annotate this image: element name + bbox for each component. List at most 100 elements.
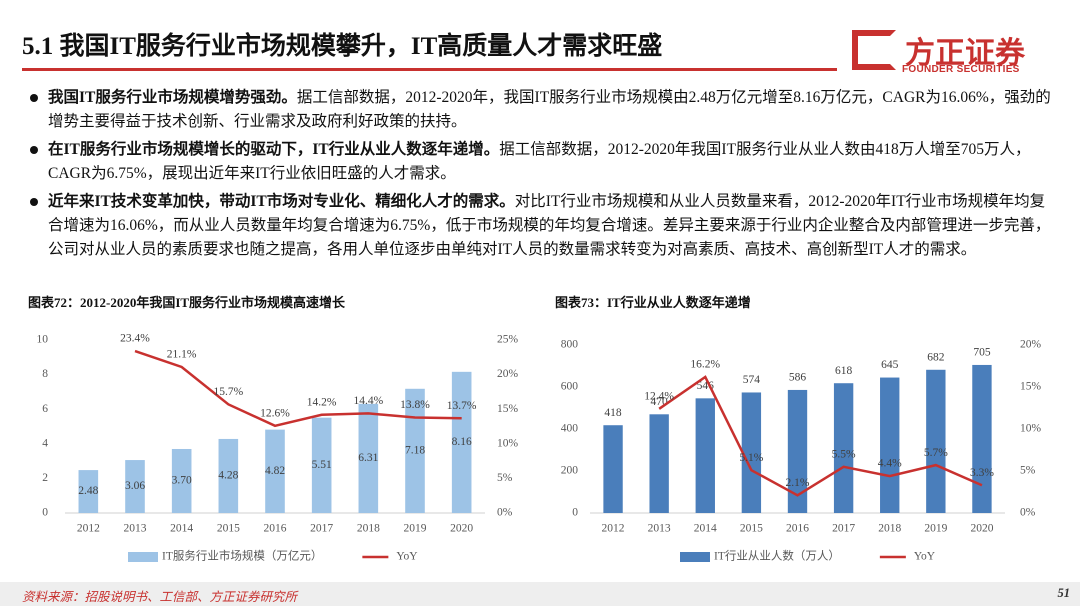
legend-label: YoY — [914, 551, 936, 563]
bullet-text: 对比IT行业市场规模和从业人员数量来看，2012-2020年IT行业市场规模年均… — [48, 193, 1051, 258]
source: 资料来源：招股说明书、工信部、方正证券研究所 — [22, 590, 298, 604]
logo-mark — [852, 30, 896, 70]
bar — [311, 417, 332, 513]
bar-label: 4.82 — [265, 465, 285, 477]
x-tick-label: 2020 — [970, 523, 993, 535]
legend-label: IT行业从业人数（万人） — [714, 549, 840, 563]
y-tick-label: 600 — [561, 381, 579, 393]
bar — [649, 414, 669, 513]
x-tick-label: 2013 — [648, 523, 671, 535]
bar — [218, 438, 239, 513]
y2-tick-label: 15% — [497, 403, 519, 415]
title-rule — [22, 68, 837, 71]
x-tick-label: 2016 — [264, 523, 287, 535]
y2-tick-label: 20% — [497, 368, 519, 380]
y-tick-label: 6 — [42, 403, 48, 415]
x-tick-label: 2015 — [740, 523, 763, 535]
footer-band — [0, 582, 1080, 606]
line-label: 5.5% — [832, 448, 856, 460]
x-tick-label: 2013 — [124, 523, 147, 535]
x-tick-label: 2014 — [694, 523, 717, 535]
x-tick-label: 2014 — [170, 523, 193, 535]
y2-tick-label: 5% — [1020, 465, 1036, 477]
page-number: 51 — [1057, 586, 1071, 600]
bar-label: 618 — [835, 365, 853, 377]
chart-title: 图表73：IT行业从业人数逐年递增 — [555, 295, 751, 310]
line-label: 16.2% — [690, 359, 720, 371]
y-tick-label: 10 — [37, 334, 49, 346]
line-label: 13.8% — [400, 399, 430, 411]
bar-label: 3.06 — [125, 480, 145, 492]
bullet-lead: 在IT服务行业市场规模增长的驱动下，IT行业从业人数逐年递增。 — [48, 141, 500, 158]
bar — [972, 364, 992, 513]
bar — [78, 470, 99, 513]
bar — [358, 403, 379, 513]
line-label: 3.3% — [970, 467, 994, 479]
line-label: 5.1% — [739, 452, 763, 464]
x-tick-label: 2012 — [77, 523, 100, 535]
line-label: 5.7% — [924, 447, 948, 459]
bar — [741, 392, 762, 513]
y-tick-label: 0 — [42, 507, 48, 519]
bar — [787, 389, 808, 513]
y-tick-label: 8 — [42, 368, 48, 380]
x-tick-label: 2019 — [404, 523, 427, 535]
bullet-lead: 我国IT服务行业市场规模增势强劲。 — [48, 89, 297, 106]
bar — [451, 371, 472, 513]
bullet-lead: 近年来IT技术变革加快，带动IT市场对专业化、精细化人才的需求。 — [48, 193, 515, 210]
bar-label: 2.48 — [78, 485, 98, 497]
line-label: 4.4% — [878, 458, 902, 470]
x-tick-label: 2015 — [217, 523, 240, 535]
bar — [926, 369, 946, 513]
y-tick-label: 200 — [561, 465, 579, 477]
logo-sub: FOUNDER SECURITIES — [902, 64, 1020, 75]
line-label: 23.4% — [120, 333, 150, 345]
bar — [695, 398, 715, 513]
bar — [833, 383, 854, 513]
bullet-text: 据工信部数据，2012-2020年我国IT服务行业从业人数由418万人增至705… — [48, 141, 1031, 182]
bar-label: 418 — [604, 407, 622, 419]
y2-tick-label: 15% — [1020, 381, 1042, 393]
x-tick-label: 2017 — [310, 523, 333, 535]
line-label: 14.4% — [353, 395, 383, 407]
y2-tick-label: 0% — [1020, 507, 1036, 519]
logo: 方正证券 — [905, 36, 1025, 71]
line-label: 12.4% — [644, 390, 674, 402]
bullet-text: 据工信部数据，2012-2020年，我国IT服务行业市场规模由2.48万亿元增至… — [48, 89, 1051, 130]
bar-label: 5.51 — [312, 459, 332, 471]
line-label: 15.7% — [213, 386, 243, 398]
y2-tick-label: 10% — [497, 437, 519, 449]
line-label: 2.1% — [786, 477, 810, 489]
y-tick-label: 4 — [42, 437, 48, 449]
bullet: 我国IT服务行业市场规模增势强劲。据工信部数据，2012-2020年，我国IT服… — [28, 86, 1058, 134]
bar — [405, 388, 425, 513]
bar — [880, 377, 900, 513]
x-tick-label: 2016 — [786, 523, 809, 535]
line-label: 12.6% — [260, 407, 290, 419]
y2-tick-label: 20% — [1020, 339, 1042, 351]
bar-label: 546 — [697, 380, 715, 392]
line-label: 14.2% — [307, 396, 337, 408]
bar-label: 574 — [743, 374, 761, 386]
bar — [125, 460, 145, 513]
legend-swatch — [680, 552, 710, 562]
x-tick-label: 2018 — [878, 523, 901, 535]
bar-label: 3.70 — [172, 475, 192, 487]
y-tick-label: 800 — [561, 339, 579, 351]
y-tick-label: 2 — [42, 472, 48, 484]
bar — [171, 448, 192, 513]
legend-label: IT服务行业市场规模（万亿元） — [162, 549, 322, 563]
line-label: 13.7% — [447, 400, 477, 412]
y-tick-label: 400 — [561, 423, 579, 435]
y2-tick-label: 0% — [497, 507, 513, 519]
x-tick-label: 2012 — [602, 523, 625, 535]
legend-label: YoY — [396, 551, 418, 563]
y-tick-label: 0 — [572, 507, 578, 519]
line-label: 21.1% — [167, 349, 197, 361]
x-tick-label: 2019 — [924, 523, 947, 535]
bar-label: 8.16 — [452, 436, 472, 448]
bar — [603, 425, 623, 513]
legend-swatch — [128, 552, 158, 562]
bar — [265, 429, 285, 513]
